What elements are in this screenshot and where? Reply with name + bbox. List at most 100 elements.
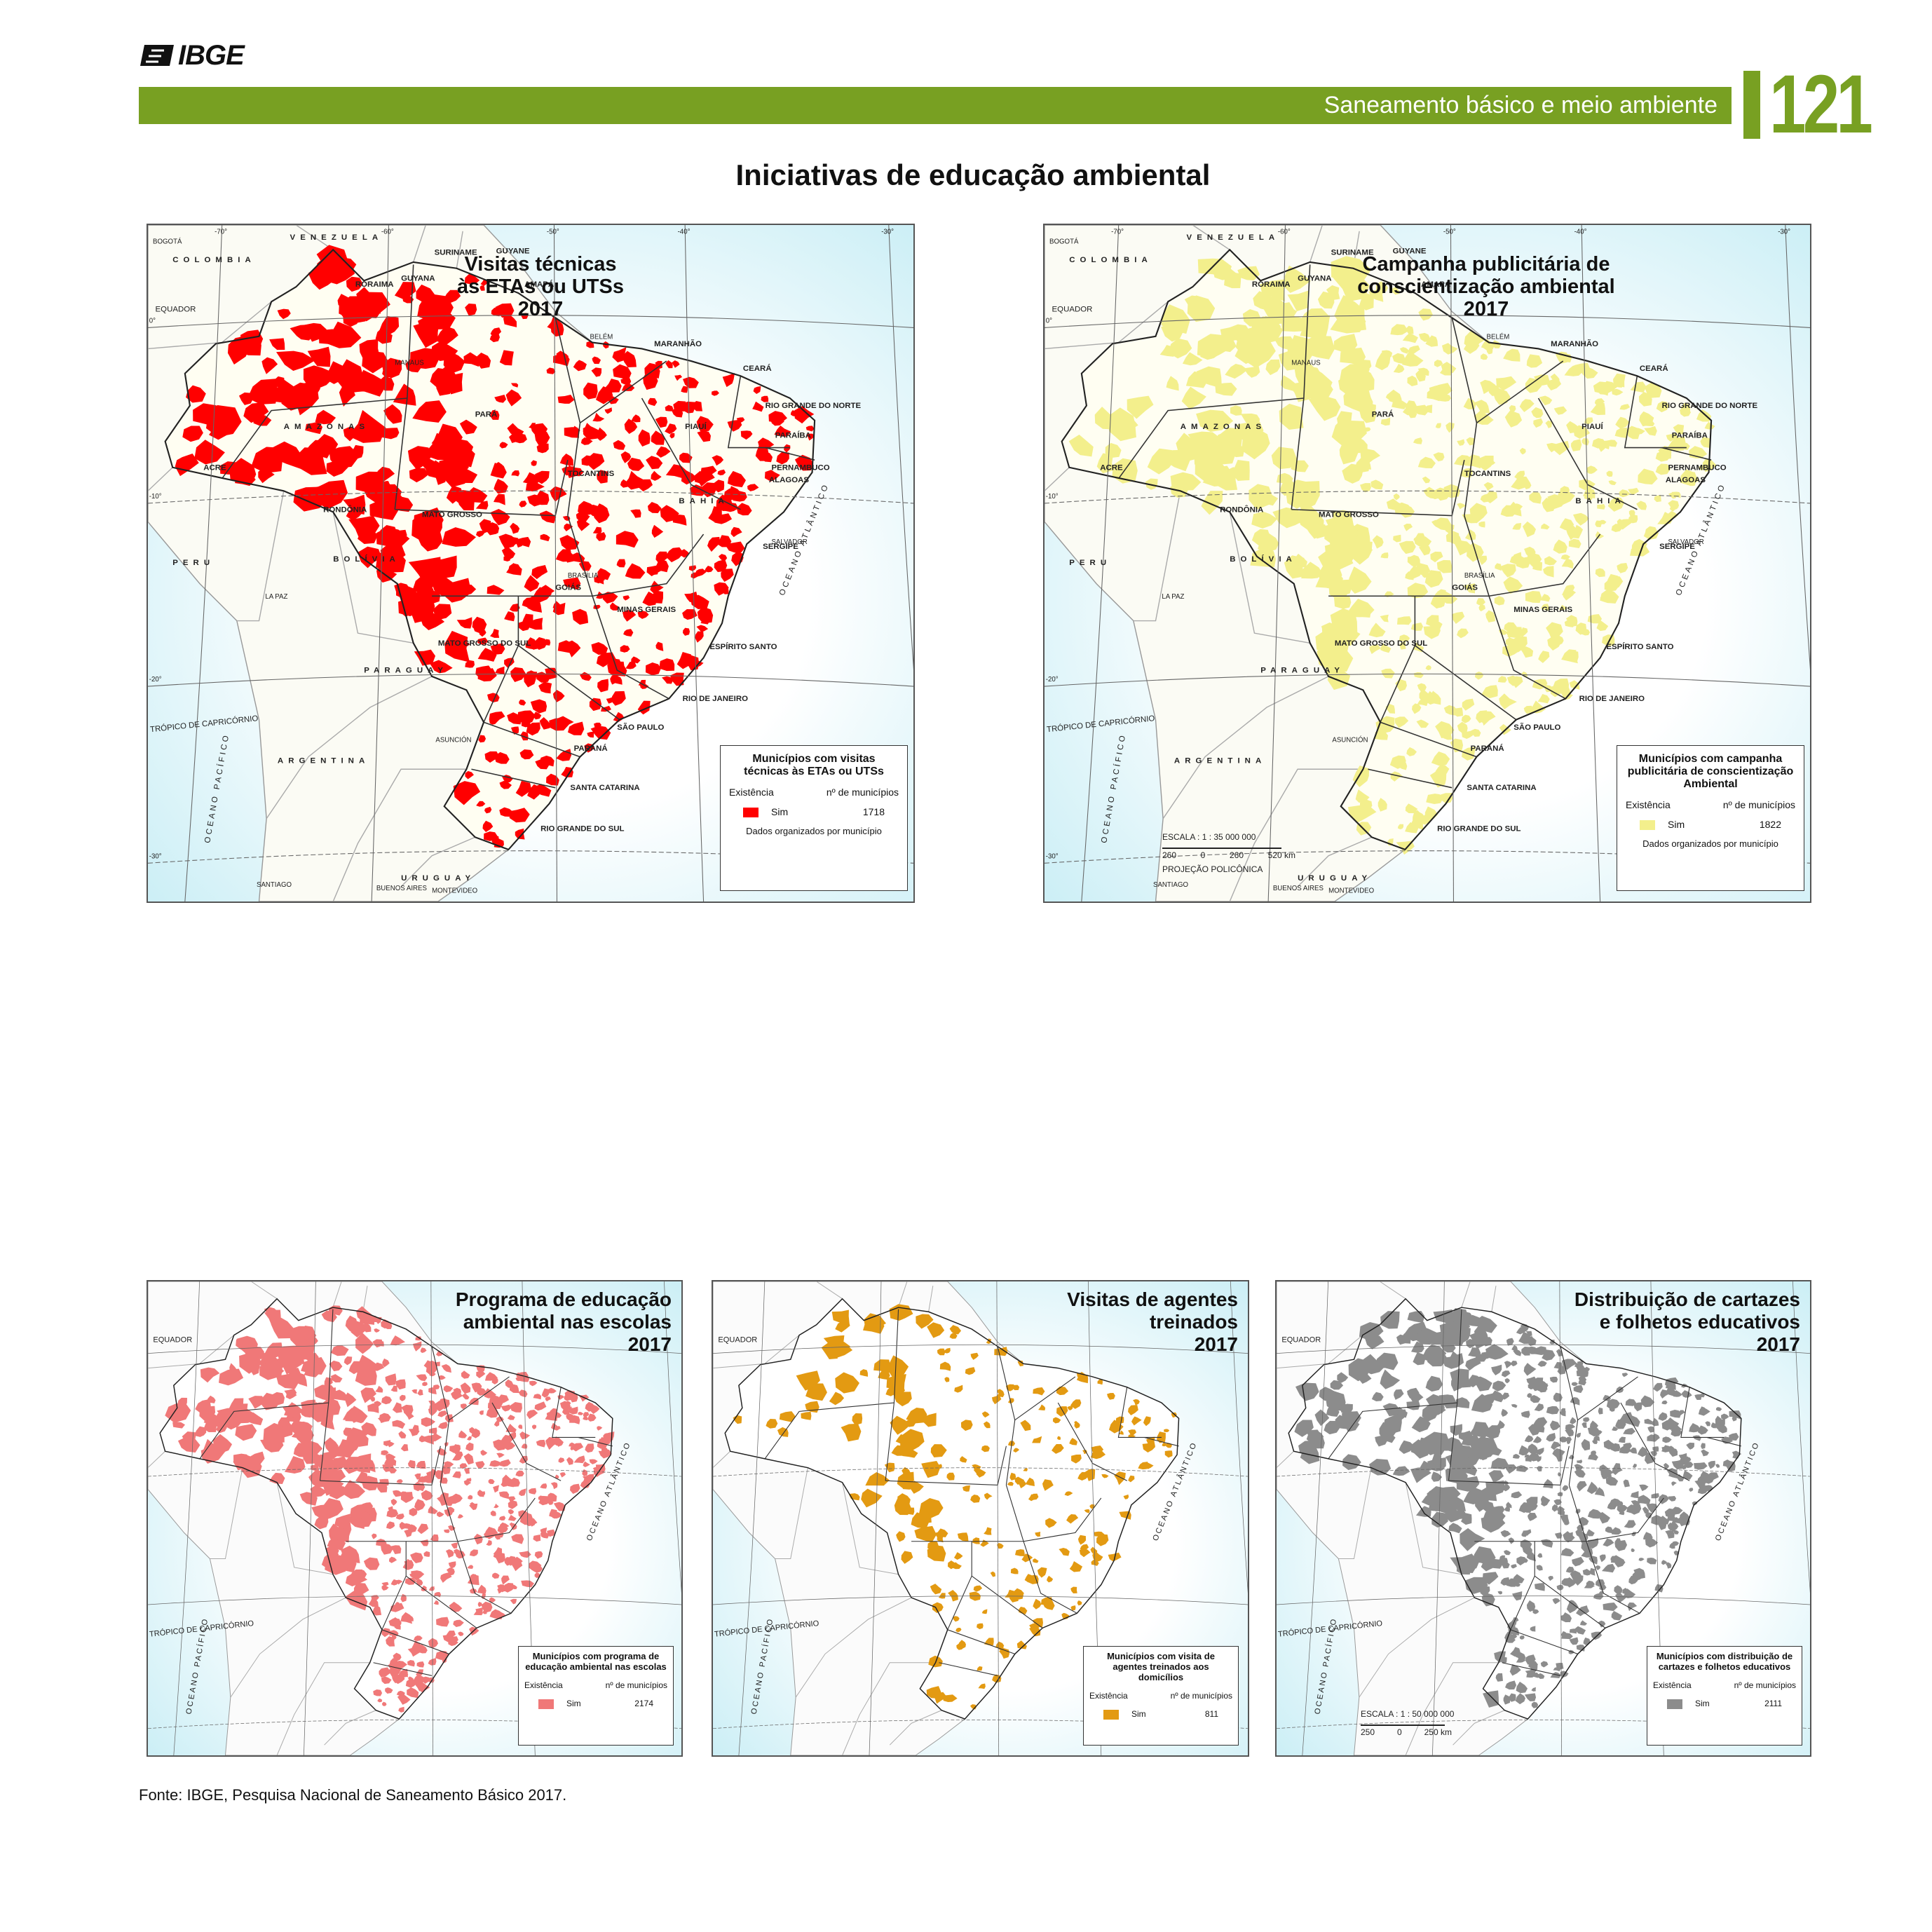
legend-header: Existência nº de municípios bbox=[729, 787, 899, 798]
municipality-patch bbox=[1380, 643, 1392, 653]
state-border bbox=[971, 1575, 1043, 1628]
municipality-patch bbox=[1320, 400, 1335, 416]
municipality-patch bbox=[555, 549, 572, 562]
meridian-label: -60° bbox=[381, 228, 394, 236]
municipality-patch bbox=[556, 716, 574, 730]
state-border bbox=[911, 1541, 972, 1631]
municipality-patch bbox=[512, 1584, 517, 1589]
municipality-patch bbox=[587, 1413, 597, 1422]
municipality-patch bbox=[1419, 688, 1432, 702]
municipality-patch bbox=[457, 1513, 463, 1519]
municipality-patch bbox=[374, 1328, 381, 1333]
place-label: BUENOS AIRES bbox=[1273, 885, 1324, 892]
municipality-patch bbox=[1696, 409, 1712, 422]
municipality-patch bbox=[293, 1443, 313, 1457]
municipality-patch bbox=[695, 631, 704, 643]
municipality-patch bbox=[238, 392, 254, 405]
municipality-patch bbox=[620, 376, 632, 386]
municipality-patch bbox=[1298, 308, 1331, 328]
municipality-patch bbox=[1552, 678, 1570, 694]
municipality-patch bbox=[475, 1461, 485, 1469]
municipality-patch bbox=[1715, 1464, 1720, 1468]
state-border bbox=[1680, 1387, 1724, 1438]
municipality-patch bbox=[1377, 798, 1387, 812]
municipality-patch bbox=[494, 479, 508, 494]
municipality-patch bbox=[662, 676, 674, 684]
place-label: TOCANTINS bbox=[568, 470, 615, 478]
municipality-patch bbox=[529, 1488, 537, 1495]
municipality-patch bbox=[984, 1492, 993, 1500]
parallel-label: -20° bbox=[149, 676, 162, 683]
municipality-patch bbox=[829, 1392, 845, 1406]
municipality-patch bbox=[414, 1681, 428, 1692]
legend-existence: Existência bbox=[1626, 799, 1671, 810]
municipality-patch bbox=[1569, 680, 1580, 690]
municipality-patch bbox=[1166, 376, 1179, 391]
legend-title: Municípios com programa de educação ambi… bbox=[525, 1651, 667, 1672]
municipality-patch bbox=[1630, 1490, 1639, 1499]
municipality-patch bbox=[452, 1471, 461, 1478]
municipality-patch bbox=[1482, 1572, 1499, 1585]
municipality-patch bbox=[308, 265, 336, 290]
municipality-patch bbox=[368, 1429, 377, 1436]
municipality-patch bbox=[1432, 1406, 1446, 1415]
municipality-patch bbox=[1478, 521, 1485, 528]
municipality-patch bbox=[1427, 1350, 1448, 1367]
municipality-patch bbox=[1533, 418, 1544, 428]
municipality-patch bbox=[604, 407, 613, 414]
municipality-patch bbox=[671, 407, 683, 418]
municipality-patch bbox=[1560, 1548, 1574, 1557]
municipality-patch bbox=[655, 360, 662, 369]
place-label: PARAÍBA bbox=[1672, 430, 1708, 440]
municipality-patch bbox=[446, 1567, 455, 1576]
municipality-patch bbox=[1541, 604, 1549, 611]
municipality-patch bbox=[1511, 1345, 1518, 1352]
municipality-patch bbox=[948, 1589, 958, 1602]
municipality-patch bbox=[1665, 1562, 1672, 1569]
municipality-patch bbox=[1565, 1424, 1576, 1431]
municipality-patch bbox=[904, 1507, 915, 1516]
municipality-patch bbox=[1478, 555, 1488, 565]
municipality-patch bbox=[1636, 501, 1647, 510]
municipality-patch bbox=[597, 679, 609, 693]
municipality-patch bbox=[1324, 1420, 1341, 1435]
municipality-patch bbox=[489, 1609, 504, 1619]
municipality-patch bbox=[1491, 1390, 1505, 1403]
municipality-patch bbox=[1068, 435, 1094, 457]
country-border bbox=[324, 1710, 376, 1746]
place-label: URUGUAY bbox=[1298, 874, 1372, 883]
state-border bbox=[579, 360, 667, 423]
municipality-patch bbox=[1516, 1327, 1528, 1335]
municipality-patch bbox=[501, 1404, 512, 1412]
state-border bbox=[1117, 1387, 1162, 1438]
parallel-label: 0° bbox=[1046, 317, 1052, 325]
map-title-line: Visitas de agentes bbox=[1067, 1288, 1238, 1310]
legend-count-header: nº de municípios bbox=[1734, 1680, 1796, 1690]
legend-category: Sim bbox=[1131, 1709, 1146, 1719]
municipality-patch bbox=[1565, 1427, 1574, 1437]
municipality-patch bbox=[383, 1440, 391, 1447]
municipality-patch bbox=[1611, 1610, 1623, 1621]
municipality-patch bbox=[438, 1375, 446, 1380]
municipality-patch bbox=[1720, 1413, 1729, 1420]
municipality-patch bbox=[1123, 1494, 1129, 1499]
municipality-patch bbox=[665, 404, 674, 411]
map-title: Visitas de agentes treinados 2017 bbox=[1067, 1288, 1238, 1356]
municipality-patch bbox=[233, 1408, 251, 1420]
municipality-patch bbox=[508, 1500, 518, 1509]
municipality-patch bbox=[1405, 803, 1418, 814]
municipality-patch bbox=[596, 532, 606, 541]
municipality-patch bbox=[299, 451, 327, 475]
municipality-patch bbox=[441, 1364, 451, 1373]
municipality-patch bbox=[736, 503, 752, 516]
municipality-patch bbox=[263, 1422, 285, 1443]
legend-title: Municípios com campanha publicitária de … bbox=[1627, 753, 1794, 790]
municipality-patch bbox=[363, 1557, 380, 1570]
municipality-patch bbox=[1556, 1584, 1564, 1591]
municipality-patch bbox=[1249, 484, 1272, 510]
municipality-patch bbox=[655, 446, 671, 458]
municipality-patch bbox=[1526, 354, 1543, 368]
municipality-patch bbox=[1623, 1479, 1630, 1488]
logo-icon bbox=[140, 45, 174, 66]
municipality-patch bbox=[1413, 437, 1422, 444]
